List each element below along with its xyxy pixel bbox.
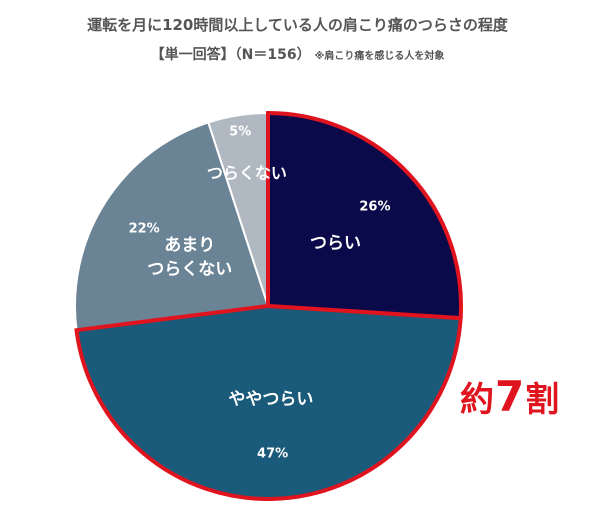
slice-value-4: 5% bbox=[229, 125, 251, 140]
subtitle-note: ※肩こり痛を感じる人を対象 bbox=[314, 51, 445, 62]
chart-subtitle: 【単一回答】（N＝156） ※肩こり痛を感じる人を対象 bbox=[0, 44, 595, 64]
slice-label-3: あまりつらくない bbox=[147, 235, 232, 279]
slice-label-4: つらくない bbox=[207, 164, 287, 183]
callout-prefix: 約 bbox=[460, 380, 495, 420]
slice-value-1: 26% bbox=[359, 200, 390, 215]
subtitle-main: 【単一回答】（N＝156） bbox=[150, 47, 311, 63]
slice-value-2: 47% bbox=[257, 447, 288, 462]
slice-label-2: ややつらい bbox=[228, 390, 313, 410]
pie-slice-3 bbox=[74, 121, 270, 332]
callout-label: 約7割 bbox=[460, 372, 560, 421]
slice-label-1: つらい bbox=[310, 234, 361, 254]
chart-title: 運転を月に120時間以上している人の肩こり痛のつらさの程度 bbox=[87, 16, 508, 34]
callout-number: 7 bbox=[495, 372, 526, 421]
callout-suffix: 割 bbox=[525, 380, 561, 420]
highlight-outline-2 bbox=[74, 303, 463, 501]
slice-value-3: 22% bbox=[129, 221, 160, 236]
highlight-outline-1 bbox=[266, 110, 463, 321]
pie-slice-1 bbox=[267, 111, 462, 320]
